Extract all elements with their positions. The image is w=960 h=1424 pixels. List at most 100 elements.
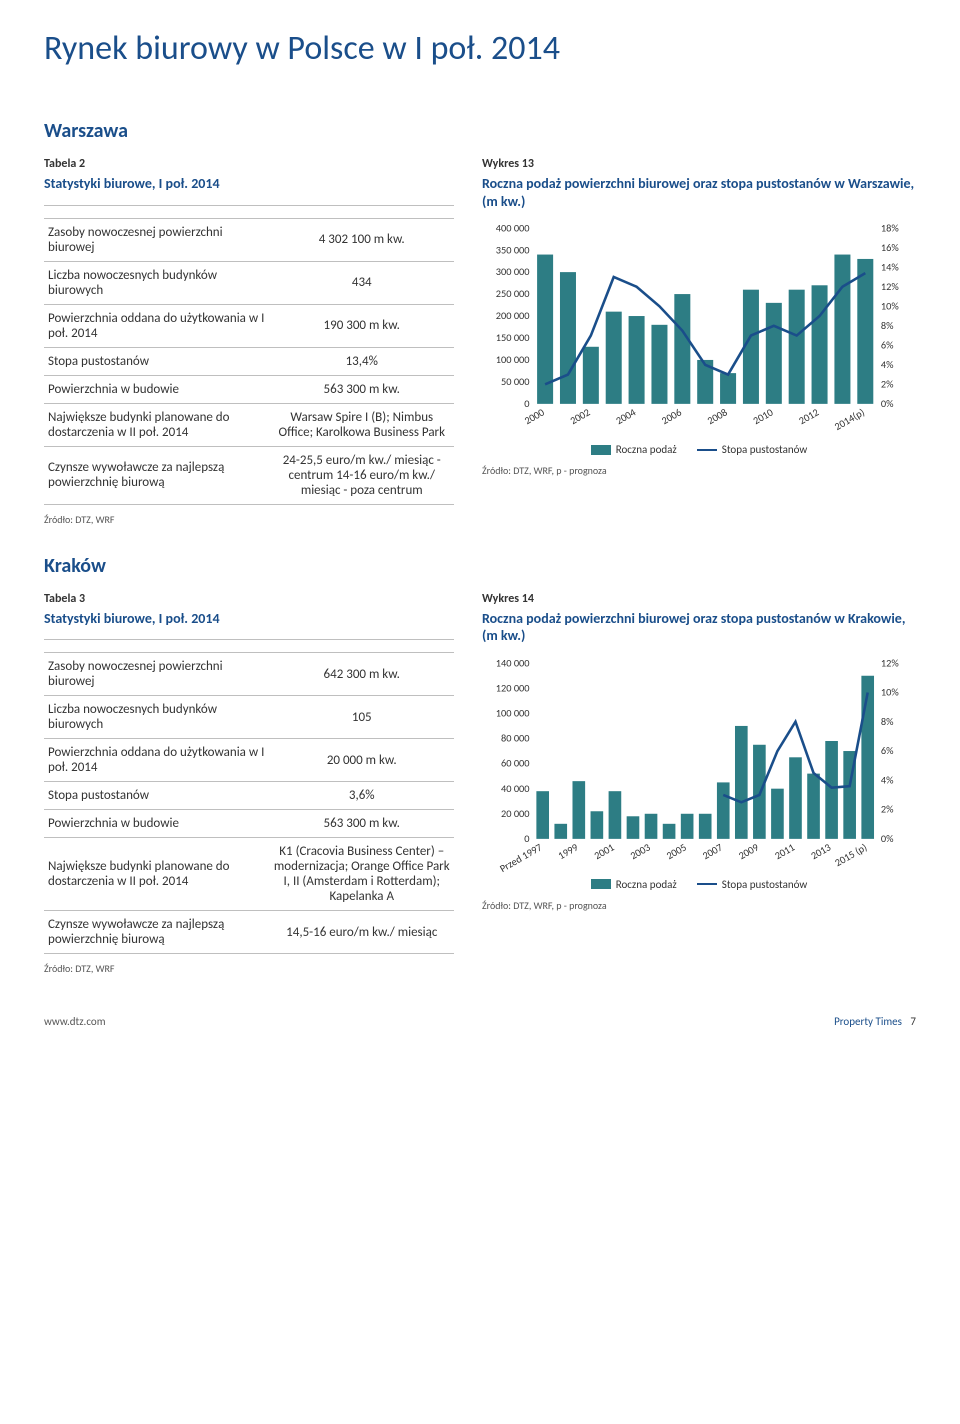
svg-text:12%: 12% xyxy=(881,280,899,293)
svg-text:2002: 2002 xyxy=(568,406,593,428)
legend-bar-swatch xyxy=(591,879,611,889)
chart-title: Roczna podaż powierzchni biurowej oraz s… xyxy=(482,610,916,645)
stat-key: Największe budynki planowane do dostarcz… xyxy=(44,838,270,911)
chart-label: Wykres 14 xyxy=(482,592,916,606)
svg-text:2%: 2% xyxy=(881,802,894,815)
page-footer: www.dtz.com Property Times 7 xyxy=(44,1015,916,1028)
stat-key: Liczba nowoczesnych budynków biurowych xyxy=(44,261,270,304)
svg-text:2006: 2006 xyxy=(659,406,684,428)
table-row: Zasoby nowoczesnej powierzchni biurowej … xyxy=(44,653,454,696)
svg-text:350 000: 350 000 xyxy=(496,243,530,256)
stat-value: 563 300 m kw. xyxy=(270,810,455,838)
svg-text:10%: 10% xyxy=(881,685,899,698)
stat-key: Powierzchnia w budowie xyxy=(44,375,270,403)
table-row: Stopa pustostanów 3,6% xyxy=(44,782,454,810)
svg-text:20 000: 20 000 xyxy=(501,806,530,819)
svg-text:2%: 2% xyxy=(881,377,894,390)
stat-key: Czynsze wywoławcze za najlepszą powierzc… xyxy=(44,446,270,504)
svg-text:40 000: 40 000 xyxy=(501,781,530,794)
stat-key: Powierzchnia w budowie xyxy=(44,810,270,838)
stats-table: Zasoby nowoczesnej powierzchni biurowej … xyxy=(44,205,454,505)
svg-text:400 000: 400 000 xyxy=(496,222,530,234)
footer-brand: Property Times xyxy=(834,1015,902,1028)
stats-title: Statystyki biurowe, I poł. 2014 xyxy=(44,175,454,193)
svg-text:8%: 8% xyxy=(881,319,894,332)
svg-text:14%: 14% xyxy=(881,260,899,273)
table-row: Zasoby nowoczesnej powierzchni biurowej … xyxy=(44,218,454,261)
legend-bar-label: Roczna podaż xyxy=(616,443,677,456)
stats-title: Statystyki biurowe, I poł. 2014 xyxy=(44,610,454,628)
table-row: Powierzchnia oddana do użytkowania w I p… xyxy=(44,739,454,782)
svg-text:2001: 2001 xyxy=(592,840,617,862)
svg-text:6%: 6% xyxy=(881,744,894,757)
table-row: Liczba nowoczesnych budynków biurowych 4… xyxy=(44,261,454,304)
svg-text:120 000: 120 000 xyxy=(496,681,530,694)
stat-value: K1 (Cracovia Business Center) – moderniz… xyxy=(270,838,455,911)
table-source: Źródło: DTZ, WRF xyxy=(44,962,454,975)
svg-text:4%: 4% xyxy=(881,773,894,786)
svg-text:16%: 16% xyxy=(881,241,899,254)
svg-text:80 000: 80 000 xyxy=(501,731,530,744)
legend-bar-label: Roczna podaż xyxy=(616,878,677,891)
svg-text:0%: 0% xyxy=(881,397,894,410)
table-row: Największe budynki planowane do dostarcz… xyxy=(44,838,454,911)
combo-chart: 020 00040 00060 00080 000100 000120 0001… xyxy=(482,657,916,874)
stat-key: Czynsze wywoławcze za najlepszą powierzc… xyxy=(44,911,270,954)
table-source: Źródło: DTZ, WRF xyxy=(44,513,454,526)
svg-text:2012: 2012 xyxy=(796,406,821,428)
stat-key: Stopa pustostanów xyxy=(44,782,270,810)
stat-value: 563 300 m kw. xyxy=(270,375,455,403)
city-heading: Warszawa xyxy=(44,119,916,143)
legend-line-label: Stopa pustostanów xyxy=(722,878,807,891)
combo-chart: 050 000100 000150 000200 000250 000300 0… xyxy=(482,222,916,439)
svg-text:140 000: 140 000 xyxy=(496,657,530,669)
table-row: Liczba nowoczesnych budynków biurowych 1… xyxy=(44,696,454,739)
svg-text:18%: 18% xyxy=(881,222,899,234)
svg-text:60 000: 60 000 xyxy=(501,756,530,769)
stat-key: Zasoby nowoczesnej powierzchni biurowej xyxy=(44,218,270,261)
svg-text:2013: 2013 xyxy=(808,840,833,862)
table-row: Czynsze wywoławcze za najlepszą powierzc… xyxy=(44,446,454,504)
svg-text:0: 0 xyxy=(524,831,529,844)
table-label: Tabela 3 xyxy=(44,592,454,606)
svg-text:4%: 4% xyxy=(881,358,894,371)
stat-value: 4 302 100 m kw. xyxy=(270,218,455,261)
stat-value: 190 300 m kw. xyxy=(270,304,455,347)
stat-value: 434 xyxy=(270,261,455,304)
legend-line-label: Stopa pustostanów xyxy=(722,443,807,456)
chart-title: Roczna podaż powierzchni biurowej oraz s… xyxy=(482,175,916,210)
svg-text:2004: 2004 xyxy=(613,405,638,427)
stat-key: Powierzchnia oddana do użytkowania w I p… xyxy=(44,304,270,347)
svg-text:1999: 1999 xyxy=(556,840,581,862)
svg-text:12%: 12% xyxy=(881,657,899,669)
legend-bar-swatch xyxy=(591,445,611,455)
footer-page-number: 7 xyxy=(910,1015,916,1028)
stats-table: Zasoby nowoczesnej powierzchni biurowej … xyxy=(44,639,454,954)
chart-legend: Roczna podaż Stopa pustostanów xyxy=(482,443,916,456)
chart-legend: Roczna podaż Stopa pustostanów xyxy=(482,878,916,891)
footer-url: www.dtz.com xyxy=(44,1015,105,1028)
svg-text:100 000: 100 000 xyxy=(496,353,530,366)
svg-text:10%: 10% xyxy=(881,299,899,312)
svg-text:300 000: 300 000 xyxy=(496,265,530,278)
svg-text:8%: 8% xyxy=(881,714,894,727)
svg-text:Przed 1997: Przed 1997 xyxy=(497,840,544,873)
stat-key: Stopa pustostanów xyxy=(44,347,270,375)
svg-text:200 000: 200 000 xyxy=(496,309,530,322)
svg-text:0%: 0% xyxy=(881,831,894,844)
stat-key: Powierzchnia oddana do użytkowania w I p… xyxy=(44,739,270,782)
chart-label: Wykres 13 xyxy=(482,157,916,171)
stat-value: 14,5-16 euro/m kw./ miesiąc xyxy=(270,911,455,954)
stat-key: Największe budynki planowane do dostarcz… xyxy=(44,403,270,446)
stat-key: Liczba nowoczesnych budynków biurowych xyxy=(44,696,270,739)
svg-text:2005: 2005 xyxy=(664,840,689,862)
table-label: Tabela 2 xyxy=(44,157,454,171)
stat-value: Warsaw Spire I (B); Nimbus Office; Karol… xyxy=(270,403,455,446)
stat-value: 642 300 m kw. xyxy=(270,653,455,696)
table-row: Powierzchnia w budowie 563 300 m kw. xyxy=(44,810,454,838)
svg-text:6%: 6% xyxy=(881,338,894,351)
svg-text:2003: 2003 xyxy=(628,840,653,862)
legend-line-swatch xyxy=(697,883,717,885)
stat-value: 24-25,5 euro/m kw./ miesiąc - centrum 14… xyxy=(270,446,455,504)
chart-source: Źródło: DTZ, WRF, p - prognoza xyxy=(482,464,916,477)
